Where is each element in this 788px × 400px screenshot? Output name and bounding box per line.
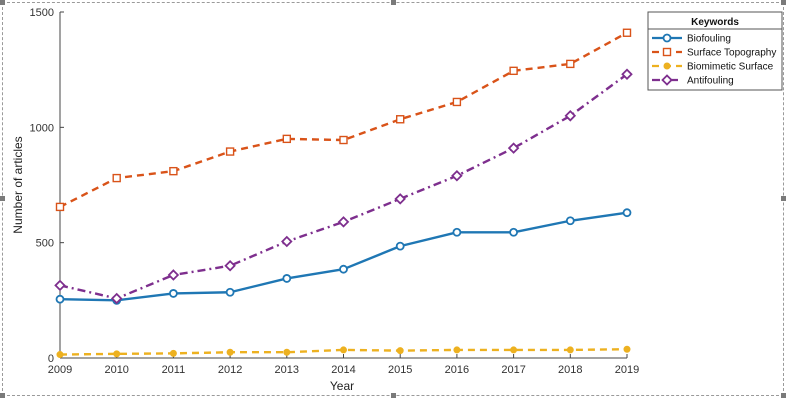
data-point-surface-topography: [225, 147, 235, 156]
x-tick-label: 2014: [331, 364, 355, 376]
legend-marker-sample: [661, 74, 673, 86]
x-tick-label: 2009: [48, 364, 72, 376]
data-point-biofouling: [565, 216, 575, 226]
data-point-surface-topography: [169, 166, 178, 176]
legend-item-biofouling: Biofouling: [652, 34, 731, 45]
data-point-surface-topography: [452, 97, 462, 107]
legend-label: Biofouling: [687, 34, 731, 45]
x-axis-title: Year: [330, 379, 354, 393]
data-point-surface-topography: [55, 202, 65, 212]
y-tick-label: 1500: [30, 7, 54, 19]
data-point-biomimetic-surface: [623, 345, 631, 353]
x-tick-label: 2012: [218, 364, 242, 376]
data-point-biomimetic-surface: [396, 347, 404, 355]
x-tick-label: 2019: [615, 364, 639, 376]
data-point-biomimetic-surface: [226, 348, 234, 356]
data-point-antifouling: [224, 259, 236, 272]
legend-item-antifouling: Antifouling: [652, 74, 734, 87]
resize-handle-top-right[interactable]: [781, 0, 786, 5]
data-point-biomimetic-surface: [510, 346, 518, 354]
legend-item-biomimetic-surface: Biomimetic Surface: [652, 62, 774, 73]
series-surface-topography: [55, 28, 632, 212]
data-point-antifouling: [110, 292, 123, 305]
data-point-surface-topography: [566, 59, 575, 69]
data-point-biomimetic-surface: [169, 349, 177, 357]
resize-handle-middle-right[interactable]: [781, 196, 786, 201]
data-point-biofouling: [509, 227, 518, 237]
data-point-biofouling: [622, 208, 632, 218]
data-point-antifouling: [167, 269, 180, 281]
series-biomimetic-surface: [56, 345, 631, 359]
series-biofouling: [55, 208, 632, 305]
data-point-biofouling: [282, 274, 292, 283]
legend-marker-sample: [663, 62, 671, 70]
x-tick-label: 2017: [501, 364, 525, 376]
legend-label: Biomimetic Surface: [687, 62, 774, 73]
y-axis-title: Number of articles: [11, 136, 25, 233]
series-line-biomimetic-surface: [59, 348, 628, 356]
data-point-biomimetic-surface: [340, 346, 347, 354]
x-tick-label: 2018: [558, 364, 582, 376]
data-point-surface-topography: [112, 173, 121, 183]
data-point-biomimetic-surface: [453, 346, 461, 354]
resize-handle-top-center[interactable]: [391, 0, 396, 5]
data-point-biomimetic-surface: [566, 346, 574, 354]
data-point-antifouling: [281, 235, 293, 248]
data-point-surface-topography: [622, 28, 632, 37]
data-point-surface-topography: [339, 135, 348, 145]
data-point-surface-topography: [396, 115, 405, 124]
data-point-biofouling: [452, 227, 462, 237]
data-point-antifouling: [451, 170, 463, 182]
resize-handle-top-left[interactable]: [0, 0, 5, 5]
data-point-biofouling: [225, 287, 235, 297]
data-point-surface-topography: [509, 66, 518, 76]
series-antifouling: [54, 68, 633, 305]
data-point-antifouling: [394, 193, 406, 205]
x-tick-label: 2013: [275, 364, 299, 376]
legend-title: Keywords: [691, 17, 739, 28]
data-point-biomimetic-surface: [113, 350, 121, 358]
legend: Keywords Biofouling Surface Topography Bio…: [647, 11, 783, 91]
data-point-biofouling: [339, 264, 348, 274]
data-point-antifouling: [621, 68, 633, 81]
resize-handle-bottom-left[interactable]: [0, 393, 5, 398]
legend-marker-sample: [662, 33, 672, 43]
series-line-antifouling: [59, 73, 628, 300]
y-tick-label: 1000: [30, 122, 54, 134]
data-point-antifouling: [507, 142, 520, 154]
x-tick-label: 2011: [162, 364, 186, 376]
data-point-antifouling: [337, 216, 350, 228]
data-point-biofouling: [55, 294, 65, 304]
x-tick-label: 2010: [104, 364, 128, 376]
data-point-antifouling: [564, 110, 577, 122]
resize-handle-bottom-center[interactable]: [391, 393, 396, 398]
resize-handle-bottom-right[interactable]: [781, 393, 786, 398]
data-point-surface-topography: [282, 134, 291, 144]
legend-label: Surface Topography: [687, 48, 776, 59]
data-point-biomimetic-surface: [56, 351, 64, 359]
y-tick-label: 0: [48, 353, 54, 365]
legend-marker-sample: [662, 47, 672, 57]
data-point-biomimetic-surface: [283, 348, 291, 356]
resize-handle-middle-left[interactable]: [0, 196, 5, 201]
data-point-biofouling: [168, 289, 178, 298]
data-point-antifouling: [54, 279, 66, 292]
x-tick-label: 2015: [388, 364, 412, 376]
y-tick-label: 500: [36, 238, 54, 250]
x-tick-label: 2016: [445, 364, 469, 376]
legend-label: Antifouling: [687, 76, 734, 87]
series-line-surface-topography: [59, 31, 628, 208]
legend-item-surface-topography: Surface Topography: [652, 48, 776, 59]
data-point-biofouling: [395, 241, 405, 251]
